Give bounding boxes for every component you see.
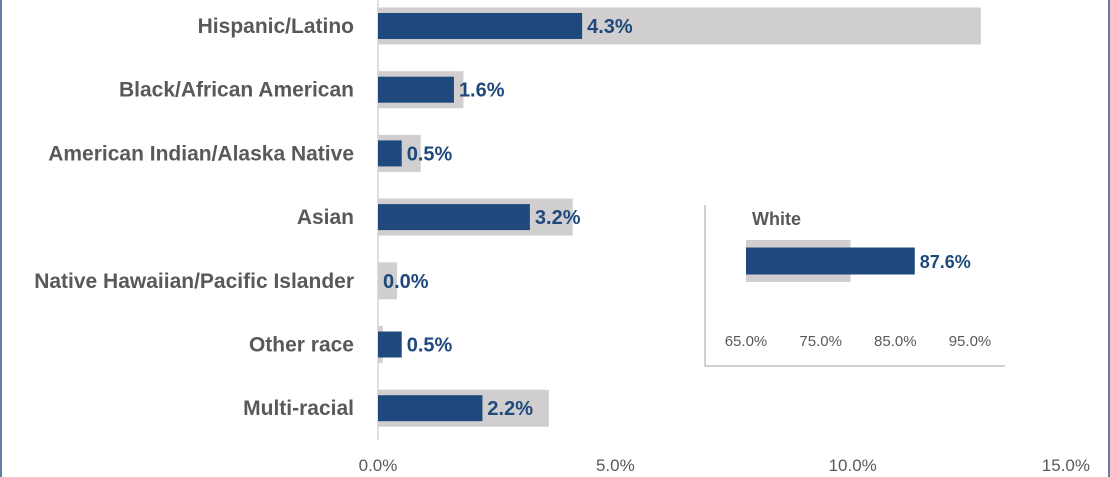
category-label: Asian — [297, 206, 354, 229]
inset-x-tick-label: 75.0% — [799, 333, 842, 350]
data-label: 2.2% — [487, 398, 533, 420]
data-label: 0.0% — [383, 271, 429, 293]
data-label: 0.5% — [407, 143, 453, 165]
value-bar — [378, 13, 583, 39]
data-label: 4.3% — [587, 16, 633, 38]
category-label: Other race — [249, 334, 354, 357]
white-inset-chart: White 87.6% 65.0% 75.0% 85.0% 95.0% — [704, 205, 1005, 367]
value-bar — [378, 395, 483, 422]
inset-data-label: 87.6% — [920, 252, 971, 272]
data-label: 3.2% — [535, 207, 581, 229]
inset-value-bar — [746, 247, 915, 275]
inset-title: White — [752, 209, 801, 229]
x-tick-label: 15.0% — [1042, 456, 1090, 475]
data-label: 0.5% — [407, 335, 453, 357]
category-label: Hispanic/Latino — [198, 15, 354, 38]
inset-value-bar — [746, 247, 915, 275]
data-label: 1.6% — [459, 80, 505, 102]
x-tick-label: 0.0% — [359, 456, 398, 475]
inset-x-tick-label: 95.0% — [949, 333, 992, 350]
value-bar — [378, 140, 402, 167]
main-value-bars — [378, 13, 583, 422]
value-bar — [378, 331, 402, 358]
x-tick-label: 5.0% — [596, 456, 635, 475]
category-label: American Indian/Alaska Native — [48, 142, 354, 165]
value-bar — [378, 204, 530, 231]
category-label: Native Hawaiian/Pacific Islander — [34, 270, 354, 293]
value-bar — [378, 76, 454, 103]
inset-x-tick-labels: 65.0% 75.0% 85.0% 95.0% — [725, 333, 992, 350]
background-bar — [378, 262, 397, 300]
category-label: Multi-racial — [243, 397, 354, 420]
inset-x-tick-label: 85.0% — [874, 333, 917, 350]
category-label: Black/African American — [119, 79, 354, 102]
inset-data-label: 87.6% — [920, 252, 971, 272]
inset-x-tick-label: 65.0% — [725, 333, 768, 350]
main-category-labels: Hispanic/Latino Black/African American Ame… — [34, 15, 354, 420]
x-tick-label: 10.0% — [829, 456, 877, 475]
frame-left-border — [0, 0, 2, 477]
frame-right-border — [1108, 0, 1110, 477]
main-x-tick-labels: 0.0% 5.0% 10.0% 15.0% — [359, 456, 1090, 475]
main-data-labels: 4.3% 1.6% 0.5% 3.2% 0.0% 0.5% 2.2% — [383, 16, 633, 420]
